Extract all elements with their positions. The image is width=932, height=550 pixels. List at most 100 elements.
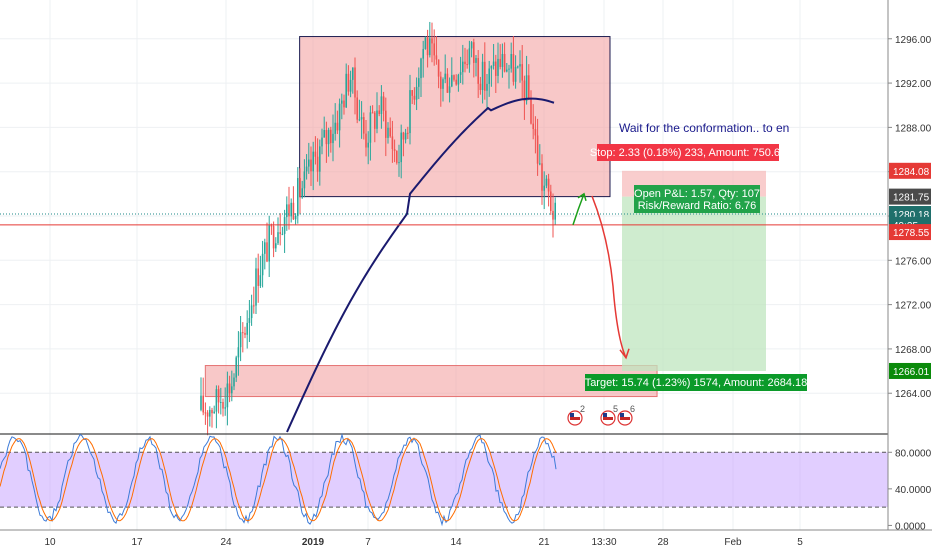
candle-body <box>554 202 556 220</box>
candle-body <box>314 151 317 157</box>
price-tick-label: 1268.00 <box>895 345 932 356</box>
time-tick-label: 7 <box>365 537 371 548</box>
candle-body <box>426 37 429 56</box>
candle-body <box>347 73 350 92</box>
candle-body <box>286 204 288 218</box>
candle-body <box>503 53 506 72</box>
candle-body <box>459 72 462 75</box>
candle-body <box>222 402 224 409</box>
candle-body <box>453 75 455 80</box>
candle-body <box>422 48 424 59</box>
time-tick-label: 14 <box>450 537 462 548</box>
candle-body <box>213 411 215 414</box>
candle-body <box>310 159 312 172</box>
candle-body <box>292 202 295 220</box>
candle-body <box>411 90 413 96</box>
candle-body <box>215 389 218 412</box>
candle-body <box>367 142 369 148</box>
target-label-text: Target: 15.74 (1.23%) 1574, Amount: 2684… <box>585 377 808 389</box>
candle-body <box>424 37 427 49</box>
candle-body <box>206 412 209 417</box>
candle-body <box>519 64 521 67</box>
event-count: 6 <box>630 404 635 414</box>
candle-body <box>398 162 400 164</box>
candle-body <box>402 132 405 140</box>
candle-body <box>440 76 442 89</box>
candle-body <box>437 59 440 77</box>
candle-body <box>257 268 259 286</box>
candle-body <box>330 129 332 144</box>
red-down-arrow <box>591 195 627 359</box>
candle-body <box>233 377 235 387</box>
candle-body <box>211 409 213 414</box>
candle-body <box>358 119 361 121</box>
candle-body <box>341 100 343 104</box>
candle-body <box>268 225 270 262</box>
time-tick-label: 10 <box>44 537 56 548</box>
candle-body <box>297 178 299 216</box>
candle-body <box>552 210 554 220</box>
candle-body <box>380 96 383 114</box>
candle-body <box>466 64 468 66</box>
event-flag-stripe <box>570 417 580 420</box>
candles-layer <box>200 21 556 436</box>
price-tick-label: 1292.00 <box>895 79 932 90</box>
candle-body <box>299 178 301 198</box>
candle-body <box>499 58 501 67</box>
candle-body <box>418 78 420 87</box>
candle-body <box>477 58 479 84</box>
pnl-label-text: Open P&L: 1.57, Qty: 107 <box>634 188 760 200</box>
price-tick-label: 1296.00 <box>895 35 932 46</box>
candle-body <box>429 38 431 56</box>
time-tick-label: 21 <box>538 537 550 548</box>
candle-body <box>497 58 499 76</box>
candle-body <box>378 110 380 114</box>
price-tag-label: 1278.55 <box>893 228 930 239</box>
price-tag <box>889 362 931 379</box>
stoch-oscillator-panel <box>0 432 888 527</box>
osc-tick-label: 40.0000 <box>895 485 932 496</box>
candle-body <box>492 61 495 66</box>
candle-body <box>224 407 226 409</box>
candle-body <box>343 100 345 108</box>
stop-label-text: Stop: 2.33 (0.18%) 233, Amount: 750.69 <box>590 147 786 159</box>
time-tick-label: 13:30 <box>591 537 616 548</box>
candle-body <box>319 146 321 172</box>
candle-body <box>283 217 286 234</box>
candle-body <box>338 103 341 131</box>
candle-body <box>261 253 264 276</box>
candle-body <box>325 130 328 145</box>
stop-label-box <box>597 144 779 161</box>
candle-body <box>525 75 528 102</box>
candle-body <box>448 86 451 93</box>
candle-body <box>255 268 257 306</box>
candle-body <box>231 386 233 394</box>
candle-body <box>323 130 325 138</box>
candle-body <box>446 73 449 93</box>
candle-body <box>536 135 539 164</box>
time-tick-label: 17 <box>131 537 143 548</box>
overlay-layer: Stop: 2.33 (0.18%) 233, Amount: 750.69 Op… <box>0 97 888 433</box>
osc-tick-label: 80.0000 <box>895 448 932 459</box>
candle-body <box>514 66 517 82</box>
candle-body <box>539 163 541 165</box>
candle-body <box>226 383 229 408</box>
candle-body <box>288 204 290 217</box>
candle-body <box>457 74 460 85</box>
candle-body <box>495 61 497 76</box>
candle-body <box>279 232 281 234</box>
candle-body <box>272 226 275 249</box>
candle-body <box>534 129 537 136</box>
pnl-label-text: Risk/Reward Ratio: 6.76 <box>638 200 757 212</box>
candle-body <box>484 61 486 91</box>
price-tag-label: 1266.01 <box>893 367 930 378</box>
candle-body <box>389 127 391 137</box>
stoch-d-line <box>0 438 557 522</box>
time-tick-label: 2019 <box>302 537 325 548</box>
candle-body <box>360 117 363 120</box>
pnl-label-box <box>634 185 760 213</box>
candle-body <box>468 48 471 65</box>
candle-body <box>259 275 262 286</box>
candle-body <box>345 73 347 108</box>
